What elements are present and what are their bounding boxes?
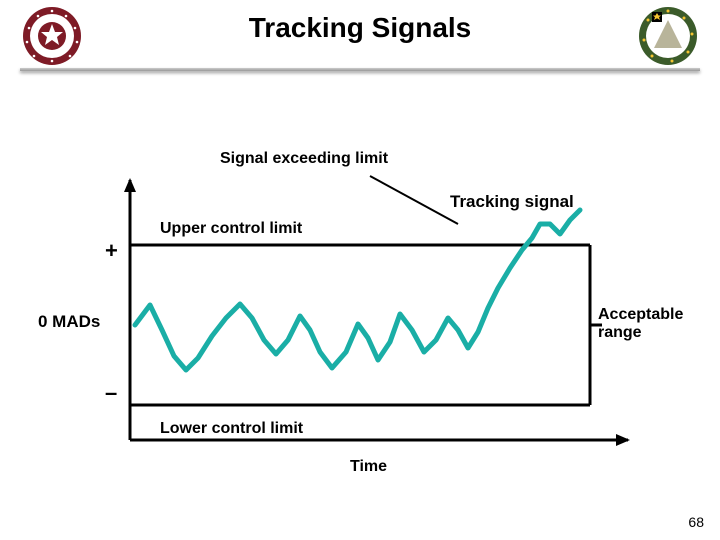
- acceptable-range-bracket: [578, 245, 602, 405]
- tracking-signal-chart: [100, 180, 630, 440]
- exceeding-limit-pointer: [370, 176, 458, 224]
- label-time: Time: [350, 458, 387, 476]
- tracking-signal-line: [135, 210, 580, 370]
- x-axis-arrow-icon: [616, 434, 630, 446]
- slide-number: 68: [688, 514, 704, 530]
- y-axis-arrow-icon: [124, 178, 136, 192]
- title-underline: [20, 68, 700, 71]
- page-title: Tracking Signals: [0, 12, 720, 44]
- label-signal-exceeding: Signal exceeding limit: [220, 150, 388, 168]
- label-zero-mads: 0 MADs: [38, 312, 100, 332]
